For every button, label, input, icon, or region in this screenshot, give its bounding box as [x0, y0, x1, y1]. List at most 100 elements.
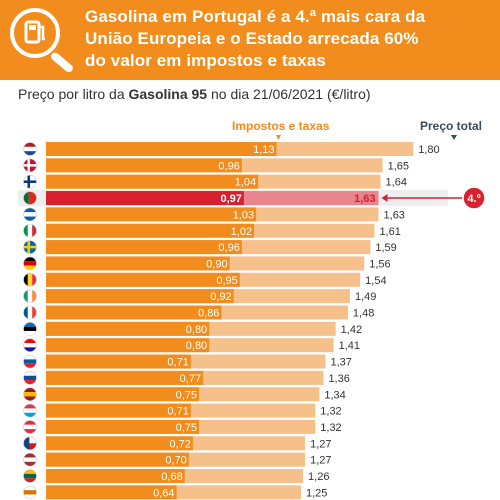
flag-outline — [23, 191, 37, 205]
total-value-label: 1,54 — [365, 275, 386, 287]
total-value-label: 1,27 — [310, 438, 331, 450]
tax-value-label: 1,13 — [253, 144, 274, 156]
tax-bar — [46, 419, 199, 434]
tax-bar — [46, 452, 189, 467]
total-value-label: 1,36 — [328, 373, 349, 385]
total-value-label: 1,49 — [355, 291, 376, 303]
flag-outline — [23, 256, 37, 271]
flag-slovenia-icon — [23, 355, 37, 369]
total-value-label: 1,25 — [306, 487, 327, 499]
total-value-label: 1,64 — [386, 177, 407, 189]
flag-outline — [23, 207, 37, 222]
tax-value-label: 0,80 — [186, 340, 207, 352]
flag-finland-icon — [23, 175, 37, 189]
flag-sweden-icon — [23, 240, 37, 254]
tax-value-label: 0,86 — [198, 308, 219, 320]
tax-bar — [46, 469, 185, 483]
total-value-label: 1,26 — [308, 471, 329, 483]
flag-czechia-icon — [23, 436, 37, 450]
flag-portugal-icon — [23, 191, 37, 205]
tax-value-label: 0,75 — [176, 422, 197, 434]
flag-netherlands-icon — [23, 142, 37, 156]
total-arrow-icon — [451, 135, 457, 140]
total-value-label: 1,32 — [320, 406, 341, 418]
total-value-label: 1,27 — [310, 455, 331, 467]
tax-value-label: 0,96 — [218, 160, 239, 172]
title-line-1: Gasolina em Portugal é a 4.ª mais cara d… — [85, 7, 426, 26]
flag-luxembourg-icon — [23, 404, 37, 418]
flag-outline — [23, 158, 37, 173]
tax-bar — [46, 191, 244, 206]
tax-bar — [46, 387, 199, 402]
flag-outline — [23, 354, 37, 369]
taxes-arrow-icon — [276, 135, 281, 140]
total-value-label: 1,63 — [354, 193, 375, 205]
flag-outline — [23, 174, 37, 189]
flag-germany-icon — [23, 256, 37, 270]
total-value-label: 1,32 — [320, 422, 341, 434]
tax-value-label: 0,70 — [165, 455, 186, 467]
tax-value-label: 0,92 — [210, 291, 231, 303]
flag-outline — [23, 436, 37, 451]
flag-austria-icon — [23, 420, 37, 434]
total-value-label: 1,59 — [375, 242, 396, 254]
tax-bar — [46, 256, 230, 271]
tax-bar — [46, 272, 240, 287]
tax-value-label: 0,75 — [176, 389, 197, 401]
flag-outline — [23, 289, 37, 303]
total-column-label: Preço total — [420, 119, 483, 133]
flag-outline — [23, 322, 37, 336]
total-value-label: 1,56 — [369, 258, 390, 270]
rank-badge-label: 4.º — [467, 193, 480, 205]
tax-value-label: 0,90 — [206, 258, 227, 270]
tax-bar — [46, 158, 242, 173]
flag-outline — [23, 305, 37, 320]
flag-lithuania-icon — [23, 469, 37, 483]
tax-bar — [46, 305, 222, 320]
flag-outline — [23, 387, 37, 402]
tax-bar — [46, 321, 210, 336]
tax-bar — [46, 436, 193, 451]
tax-value-label: 0,64 — [153, 487, 174, 499]
tax-bar — [46, 289, 234, 304]
taxes-column-label: Impostos e taxas — [232, 119, 330, 133]
flag-outline — [23, 403, 37, 418]
tax-value-label: 0,72 — [169, 438, 190, 450]
tax-value-label: 1,04 — [235, 177, 256, 189]
tax-value-label: 0,97 — [220, 193, 241, 205]
total-value-label: 1,48 — [353, 308, 374, 320]
total-value-label: 1,65 — [388, 160, 409, 172]
total-value-label: 1,61 — [379, 226, 400, 238]
total-value-label: 1,80 — [418, 144, 439, 156]
tax-value-label: 1,03 — [233, 209, 254, 221]
flag-greece-icon — [23, 207, 37, 221]
flag-estonia-icon — [23, 322, 37, 336]
subtitle-suffix: no dia 21/06/2021 (€/litro) — [207, 86, 371, 102]
tax-bar — [46, 174, 259, 189]
flag-outline — [23, 223, 37, 238]
flag-outline — [23, 371, 37, 385]
flag-outline — [23, 142, 37, 156]
flag-ireland-icon — [23, 289, 37, 303]
tax-value-label: 0,95 — [216, 275, 237, 287]
rank-pointer-icon — [381, 194, 388, 203]
tax-value-label: 0,68 — [161, 471, 182, 483]
tax-value-label: 0,71 — [167, 406, 188, 418]
tax-bar — [46, 142, 277, 156]
title-line-2: União Europeia e o Estado arrecada 60% — [85, 29, 419, 48]
total-value-label: 1,42 — [341, 324, 362, 336]
header-banner: Gasolina em Portugal é a 4.ª mais cara d… — [0, 0, 500, 80]
flag-outline — [23, 272, 37, 287]
tax-value-label: 0,71 — [167, 357, 188, 369]
rank-badge — [462, 186, 486, 210]
flag-croatia-icon — [23, 338, 37, 352]
tax-value-label: 0,96 — [218, 242, 239, 254]
flag-outline — [23, 485, 37, 500]
flag-cyprus-icon — [23, 485, 37, 499]
total-value-label: 1,41 — [339, 340, 360, 352]
total-value-label: 1,34 — [324, 389, 345, 401]
flag-belgium-icon — [23, 273, 37, 287]
flag-latvia-icon — [23, 453, 37, 467]
tax-bar — [46, 223, 255, 238]
